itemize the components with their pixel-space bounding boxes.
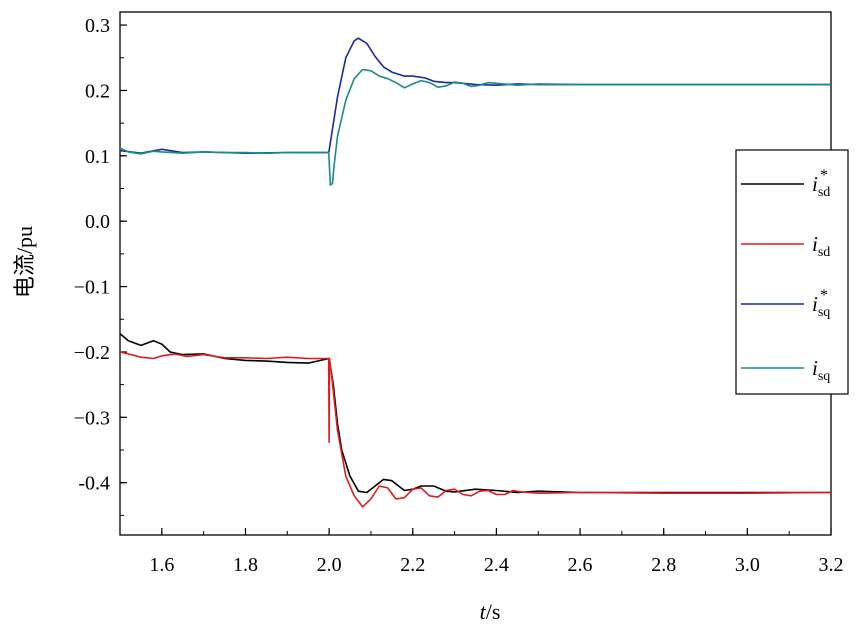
- x-tick-label: 1.6: [149, 554, 174, 576]
- legend-label-isq: isq: [812, 292, 830, 320]
- x-axis-title: t/s: [480, 599, 501, 624]
- legend-label-main: i: [812, 292, 818, 316]
- y-tick-label: −0.3: [74, 407, 110, 429]
- legend-label-main: i: [812, 356, 818, 380]
- y-tick-label: −0.1: [74, 277, 110, 299]
- series-line-isq: [119, 37, 831, 154]
- series-layer: [119, 37, 832, 508]
- x-axis-title-variable: t: [480, 599, 487, 624]
- plot-area-frame: [119, 11, 832, 536]
- legend-label-subscript: sd: [818, 185, 830, 200]
- y-tick-label: −0.2: [74, 342, 110, 364]
- x-tick-label: 2.2: [400, 554, 425, 576]
- x-tick-label: 2.4: [484, 554, 509, 576]
- series-line-isd: [119, 351, 832, 508]
- series-line-isd: [119, 332, 831, 494]
- x-tick-label: 3.2: [819, 554, 844, 576]
- x-tick-label: 2.6: [568, 554, 593, 576]
- y-tick-label: 0.2: [85, 80, 110, 102]
- legend-label-isd: isd: [812, 172, 830, 200]
- legend-label-main: i: [812, 232, 818, 256]
- y-tick-label: 0.3: [85, 15, 110, 37]
- x-axis: 1.6 1.8 2.0 2.2 2.4 2.6 2.8 3.0 3.2: [119, 528, 844, 576]
- y-axis-title: 电流/pu: [12, 226, 37, 298]
- legend-label-isq: isq: [812, 356, 830, 384]
- x-tick-label: 3.0: [735, 554, 760, 576]
- y-axis: 0.3 0.2 0.1 0.0 −0.1 −0.2 −0.3 -0.4: [74, 15, 127, 516]
- x-axis-title-unit: /s: [486, 599, 501, 624]
- legend-label-isd: isd: [812, 232, 830, 260]
- y-tick-label: 0.0: [85, 211, 110, 233]
- legend-label-main: i: [812, 172, 818, 196]
- legend-label-superscript: *: [820, 167, 828, 184]
- legend-box: [735, 149, 849, 395]
- series-line-isq: [119, 68, 831, 186]
- legend-label-superscript: *: [820, 287, 828, 304]
- y-tick-label: -0.4: [78, 473, 110, 495]
- legend-label-subscript: sd: [818, 245, 830, 260]
- legend-label-subscript: sq: [818, 369, 830, 384]
- x-tick-label: 2.0: [317, 554, 342, 576]
- x-tick-label: 1.8: [233, 554, 258, 576]
- x-tick-label: 2.8: [651, 554, 676, 576]
- y-tick-label: 0.1: [85, 146, 110, 168]
- legend-label-subscript: sq: [818, 305, 830, 320]
